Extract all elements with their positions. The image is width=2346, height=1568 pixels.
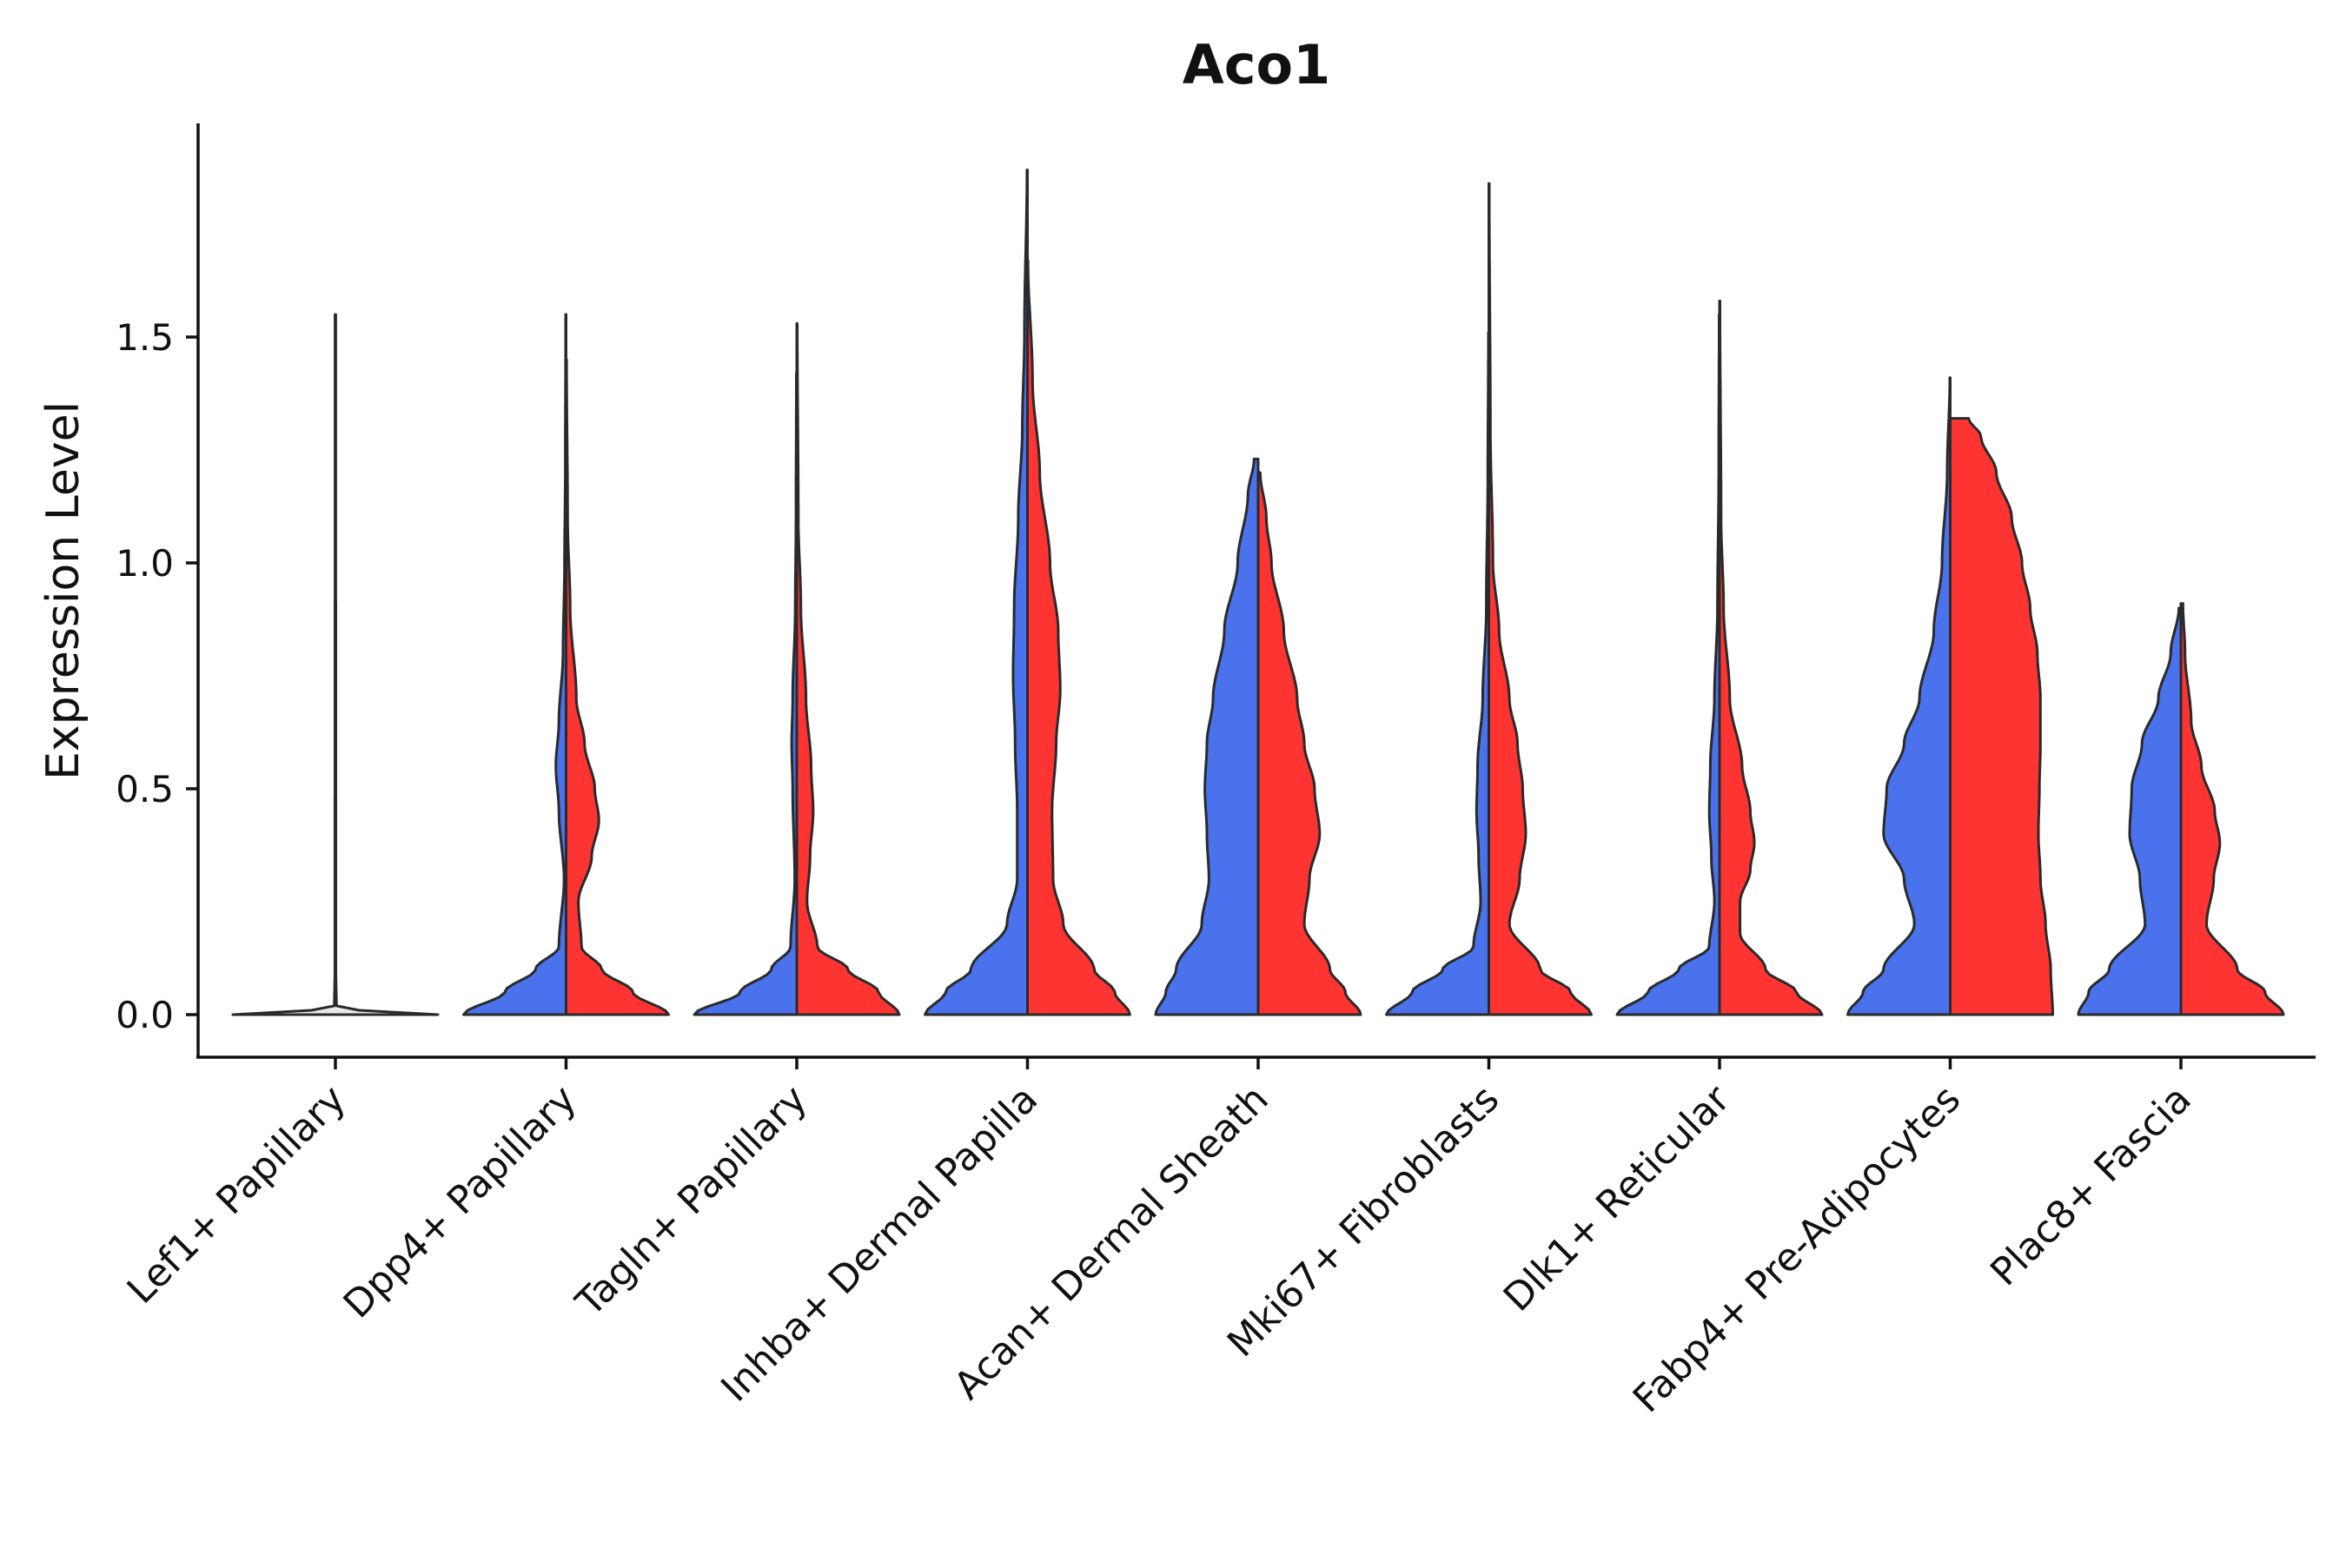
- violin-right-5: [1256, 471, 1362, 1016]
- violin-left-9: [2077, 606, 2183, 1016]
- y-tick-label: 0.5: [116, 768, 174, 810]
- violin-right-3: [795, 321, 901, 1016]
- violin-left-6: [1385, 331, 1490, 1016]
- y-tick-label: 1.5: [116, 316, 174, 359]
- violin-left-4: [924, 169, 1029, 1016]
- x-tick-label: Dlk1+ Reticular: [1495, 1076, 1740, 1320]
- y-axis-label: Expression Level: [37, 401, 89, 780]
- violin-left-3: [693, 372, 799, 1016]
- violin-layer: [231, 169, 2285, 1016]
- violin-right-7: [1718, 299, 1824, 1016]
- y-tick-label: 1.0: [116, 542, 174, 585]
- x-tick-label: Dpp4+ Papillary: [335, 1077, 586, 1327]
- x-tick-label: Plac8+ Fascia: [1982, 1077, 2200, 1295]
- violin-right-6: [1488, 182, 1593, 1016]
- x-tick-label: Tagln+ Papillary: [567, 1077, 816, 1326]
- y-axis: 0.0 0.5 1.0 1.5: [116, 123, 200, 1057]
- violin-left-5: [1154, 457, 1260, 1016]
- violin-left-8: [1846, 376, 1952, 1016]
- violin-right-2: [565, 358, 670, 1016]
- violin-single-1: [231, 313, 440, 1016]
- violin-left-2: [462, 313, 567, 1016]
- violin-right-9: [2179, 602, 2285, 1016]
- chart-title: Aco1: [1183, 33, 1330, 96]
- violin-right-8: [1949, 417, 2054, 1016]
- violin-right-4: [1026, 259, 1131, 1016]
- violin-left-7: [1615, 313, 1721, 1016]
- y-tick-label: 0.0: [116, 994, 174, 1036]
- x-tick-label: Lef1+ Papillary: [119, 1077, 355, 1313]
